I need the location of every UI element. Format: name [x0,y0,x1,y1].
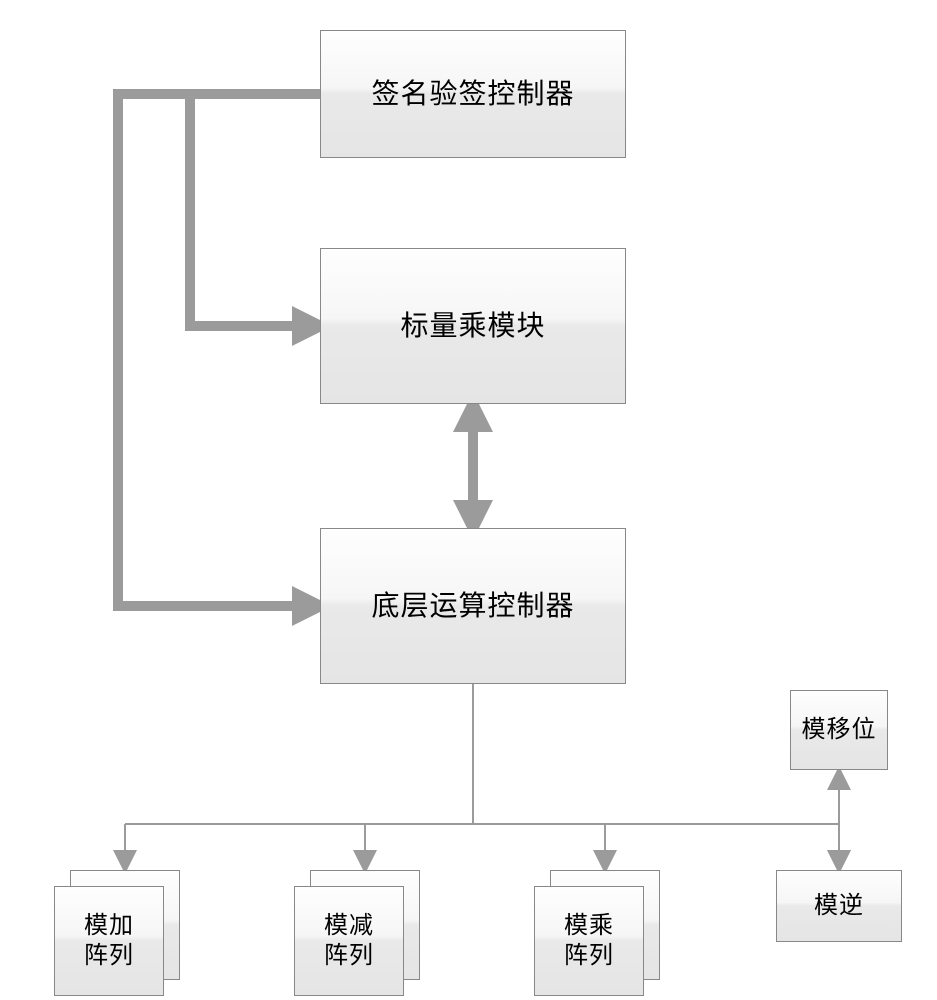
node-low_ctrl: 底层运算控制器 [320,528,626,684]
node-scalar_mul: 标量乘模块 [320,248,626,404]
node-label: 签名验签控制器 [371,77,574,112]
node-mod_inv: 模逆 [776,870,902,942]
node-label: 底层运算控制器 [371,589,574,624]
node-mod_sub_f: 模减 阵列 [294,886,404,996]
node-label: 模乘 阵列 [564,911,614,971]
node-mod_mul_f: 模乘 阵列 [534,886,644,996]
node-label: 模加 阵列 [84,911,134,971]
node-label: 模移位 [802,715,877,745]
node-mod_shift: 模移位 [790,690,888,770]
node-mod_add_f: 模加 阵列 [54,886,164,996]
node-label: 模减 阵列 [324,911,374,971]
node-label: 标量乘模块 [400,309,545,344]
node-label: 模逆 [814,891,864,921]
node-sign_ctrl: 签名验签控制器 [320,30,626,158]
